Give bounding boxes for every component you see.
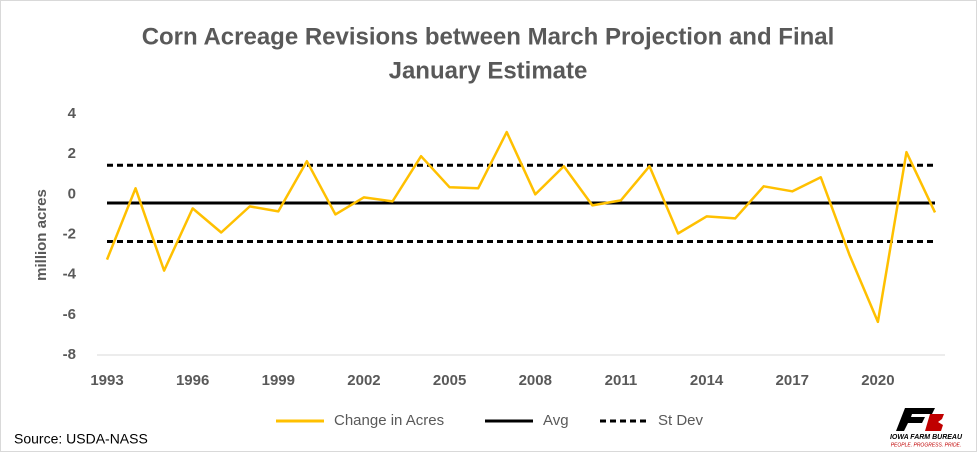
y-tick-label: -2 (63, 225, 76, 242)
y-tick-label: 4 (68, 105, 77, 122)
legend-label: St Dev (658, 412, 704, 429)
x-tick-label: 1999 (262, 372, 295, 389)
y-axis-label: million acres (33, 189, 50, 281)
x-tick-label: 1996 (176, 372, 209, 389)
chart-title: January Estimate (389, 57, 588, 84)
y-tick-label: -6 (63, 306, 76, 323)
x-tick-label: 2017 (776, 372, 809, 389)
x-tick-label: 2011 (605, 372, 638, 389)
data-line (105, 130, 937, 324)
x-tick-label: 2005 (433, 372, 466, 389)
x-tick-label: 2020 (861, 372, 894, 389)
y-tick-label: 2 (68, 145, 76, 162)
logo: IOWA FARM BUREAU PEOPLE. PROGRESS. PRIDE… (890, 408, 963, 448)
source: Source: USDA-NASS (14, 431, 148, 447)
y-tick-label: -8 (63, 346, 76, 363)
legend-label: Avg (543, 412, 569, 429)
x-tick-label: 2014 (690, 372, 724, 389)
x-tick-label: 1993 (90, 372, 123, 389)
x-tick-label: 2008 (519, 372, 552, 389)
chart-title: Corn Acreage Revisions between March Pro… (142, 23, 835, 50)
y-tick-label: 0 (68, 185, 76, 202)
logo-text: IOWA FARM BUREAU (890, 434, 963, 441)
y-tick-label: -4 (63, 266, 77, 283)
logo-tagline: PEOPLE. PROGRESS. PRIDE. (891, 442, 962, 448)
legend-label: Change in Acres (334, 412, 444, 429)
logo-mark (896, 408, 935, 431)
x-tick-label: 2002 (347, 372, 380, 389)
logo-mark (925, 414, 944, 431)
